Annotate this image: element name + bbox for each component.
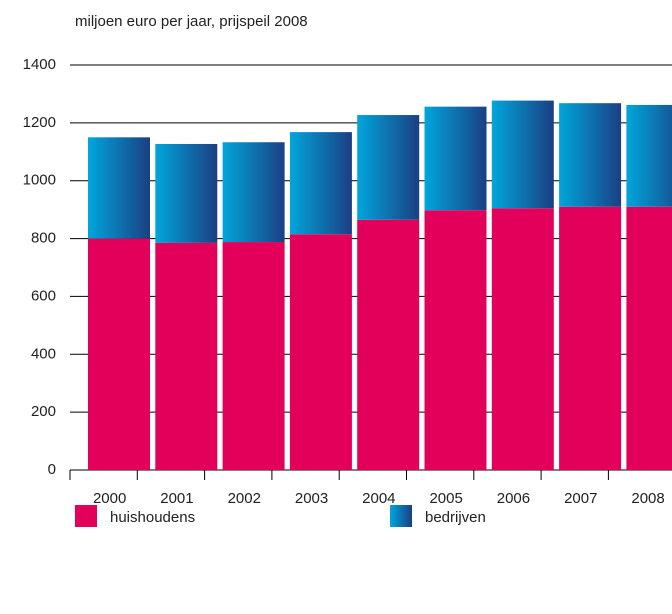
bar-segment [155,143,218,243]
bar-segment [88,238,150,470]
bar-segment [424,106,487,211]
bar-segment [626,206,672,470]
y-tick-label: 200 [31,403,56,420]
y-tick-label: 400 [31,345,56,362]
legend-label: huishoudens [110,509,195,526]
y-tick-label: 800 [31,230,56,247]
bar-segment [222,242,285,470]
bar-segment [289,132,352,235]
y-tick-label: 1000 [23,172,56,189]
x-tick-label: 2003 [295,490,328,507]
legend-swatch [75,505,97,527]
bar-segment [491,208,554,471]
x-tick-label: 2008 [631,490,664,507]
bar-segment [289,234,352,470]
x-tick-label: 2004 [362,490,395,507]
bar-segment [559,103,622,207]
x-tick-label: 2002 [228,490,261,507]
y-tick-label: 1400 [23,56,56,73]
bar-segment [357,219,420,470]
legend-swatch [390,505,412,527]
bar-segment [222,142,285,243]
bar-segment [155,242,218,470]
y-tick-label: 1200 [23,114,56,131]
x-tick-label: 2005 [429,490,462,507]
bar-segment [88,137,150,239]
legend-label: bedrijven [425,509,486,526]
x-tick-label: 2000 [93,490,126,507]
y-tick-label: 600 [31,287,56,304]
x-tick-label: 2001 [160,490,193,507]
x-tick-label: 2006 [497,490,530,507]
y-tick-label: 0 [48,461,56,478]
bar-segment [559,206,622,470]
bar-segment [357,115,420,220]
chart-title: miljoen euro per jaar, prijspeil 2008 [75,13,308,30]
bar-segment [424,210,487,470]
bar-segment [491,100,554,209]
bar-segment [626,104,672,207]
x-tick-label: 2007 [564,490,597,507]
